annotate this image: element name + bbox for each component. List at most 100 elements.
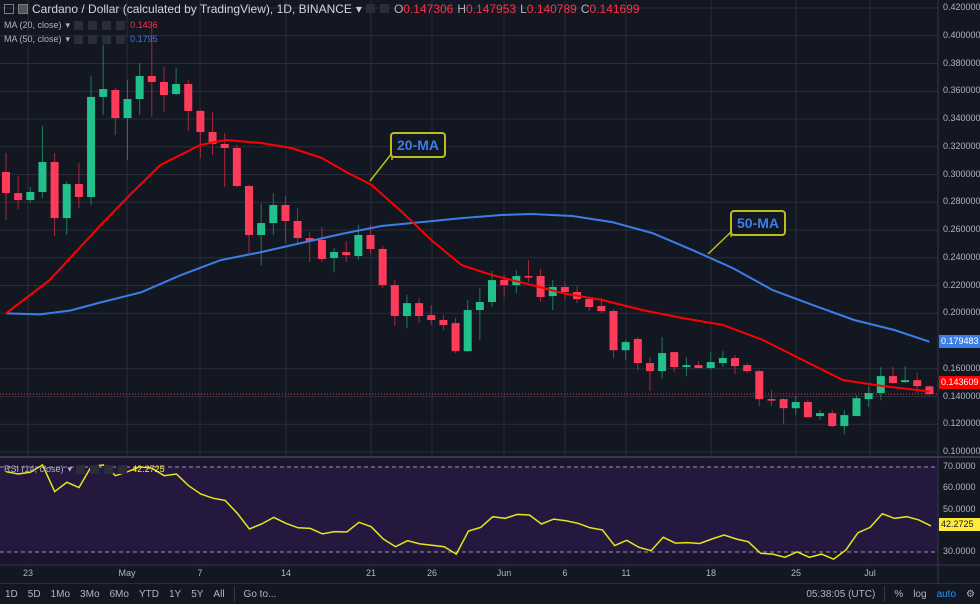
- eye-icon[interactable]: [74, 20, 84, 30]
- high-value: 0.147953: [466, 1, 517, 16]
- gear-icon[interactable]: [90, 464, 100, 474]
- rsi-line: [5, 463, 932, 561]
- candle-body: [245, 186, 253, 235]
- date-tick: 6: [562, 568, 568, 578]
- log-toggle[interactable]: log: [913, 588, 927, 600]
- candle-body: [500, 280, 509, 286]
- candle-body: [159, 81, 168, 95]
- date-tick: May: [118, 568, 136, 578]
- range-1mo[interactable]: 1Mo: [50, 588, 71, 600]
- range-3mo[interactable]: 3Mo: [80, 588, 100, 600]
- candle-body: [925, 386, 934, 395]
- candle-body: [196, 110, 205, 133]
- candle-body: [694, 365, 703, 369]
- open-label: O: [393, 1, 404, 16]
- rsi-label[interactable]: RSI (14, close): [4, 464, 64, 474]
- range-all[interactable]: All: [213, 588, 225, 600]
- ma20-legend: MA (20, close) ▾ 0.1436: [4, 19, 158, 31]
- candle-body: [670, 352, 679, 368]
- candle-body: [816, 413, 825, 417]
- candle-body: [269, 205, 278, 224]
- candle-body: [451, 323, 460, 352]
- candle-body: [415, 303, 424, 317]
- date-tick: 14: [280, 568, 292, 578]
- close-value: 0.141699: [589, 1, 640, 16]
- candle-body: [633, 339, 642, 364]
- candle-body: [2, 172, 10, 194]
- gear-icon[interactable]: [88, 34, 98, 44]
- candle-body: [111, 90, 120, 119]
- plus-icon[interactable]: [102, 34, 112, 44]
- gear-icon[interactable]: [88, 20, 98, 30]
- close-icon[interactable]: [116, 20, 126, 30]
- symbol-legend: Cardano / Dollar (calculated by TradingV…: [4, 1, 640, 16]
- candle-body: [718, 358, 727, 364]
- collapse-icon[interactable]: [4, 3, 14, 14]
- price-tick: 0.420000: [943, 2, 980, 12]
- date-tick: 11: [621, 568, 631, 578]
- candle-body: [876, 376, 885, 394]
- candles: [2, 27, 934, 435]
- eye-icon[interactable]: [76, 464, 86, 474]
- range-1y[interactable]: 1Y: [168, 588, 182, 600]
- candle-body: [99, 89, 108, 97]
- gear-icon[interactable]: ⚙: [966, 588, 975, 600]
- candle-body: [281, 205, 290, 221]
- ma50-label[interactable]: MA (50, close): [4, 34, 62, 44]
- candle-body: [706, 362, 715, 369]
- ma20-label[interactable]: MA (20, close): [4, 20, 62, 30]
- ma50-legend: MA (50, close) ▾ 0.1795: [4, 33, 158, 45]
- rsi-tag: 42.2725: [939, 518, 980, 531]
- chevron-down-icon[interactable]: ▾: [67, 464, 73, 474]
- goto-button[interactable]: Go to...: [243, 588, 277, 600]
- eye-icon[interactable]: [74, 34, 84, 44]
- candle-body: [682, 365, 691, 368]
- range-ytd[interactable]: YTD: [138, 588, 159, 600]
- rsi-tick: 30.0000: [943, 546, 976, 556]
- auto-toggle[interactable]: auto: [936, 588, 957, 600]
- candle-body: [609, 311, 618, 351]
- range-5d[interactable]: 5D: [27, 588, 41, 600]
- gear-icon[interactable]: [379, 4, 389, 13]
- date-tick: 25: [790, 568, 802, 578]
- price-tick: 0.220000: [943, 279, 980, 290]
- candle-body: [779, 399, 788, 409]
- ma20-value: 0.1436: [130, 20, 158, 30]
- price-tick: 0.300000: [943, 168, 980, 179]
- close-icon[interactable]: [118, 464, 128, 474]
- range-1d[interactable]: 1D: [5, 588, 18, 600]
- plus-icon[interactable]: [104, 464, 114, 474]
- ma20-line: [5, 138, 930, 393]
- eye-icon[interactable]: [365, 4, 375, 13]
- range-6mo[interactable]: 6Mo: [109, 588, 129, 600]
- chevron-down-icon[interactable]: ▾: [65, 34, 71, 44]
- price-tick: 0.340000: [943, 113, 980, 123]
- close-icon[interactable]: [116, 34, 126, 44]
- symbol-title[interactable]: Cardano / Dollar (calculated by TradingV…: [32, 1, 352, 16]
- price-chart[interactable]: [0, 0, 980, 583]
- low-value: 0.140789: [526, 1, 577, 16]
- candle-body: [232, 147, 241, 187]
- annotation-20ma[interactable]: 20-MA: [390, 132, 447, 158]
- candle-body: [439, 320, 448, 326]
- candle-body: [257, 223, 266, 235]
- candle-body: [427, 315, 436, 321]
- candle-body: [840, 415, 849, 427]
- callout-pointer-20ma: [369, 150, 393, 182]
- annotation-50ma[interactable]: 50-MA: [730, 210, 787, 236]
- price-tick: 0.360000: [943, 85, 980, 96]
- divider: [884, 586, 886, 602]
- candle-body: [330, 252, 339, 259]
- candle-body: [731, 358, 739, 367]
- percent-toggle[interactable]: %: [894, 588, 904, 600]
- rsi-tick: 60.0000: [943, 482, 976, 493]
- candle-body: [62, 184, 71, 219]
- range-5y[interactable]: 5Y: [191, 588, 204, 600]
- chevron-down-icon[interactable]: ▾: [355, 1, 362, 16]
- candle-body: [803, 402, 812, 418]
- candle-body: [342, 252, 351, 256]
- chevron-down-icon[interactable]: ▾: [65, 20, 71, 30]
- plus-icon[interactable]: [102, 20, 112, 30]
- candle-body: [305, 238, 314, 242]
- date-tick: Jul: [864, 568, 876, 578]
